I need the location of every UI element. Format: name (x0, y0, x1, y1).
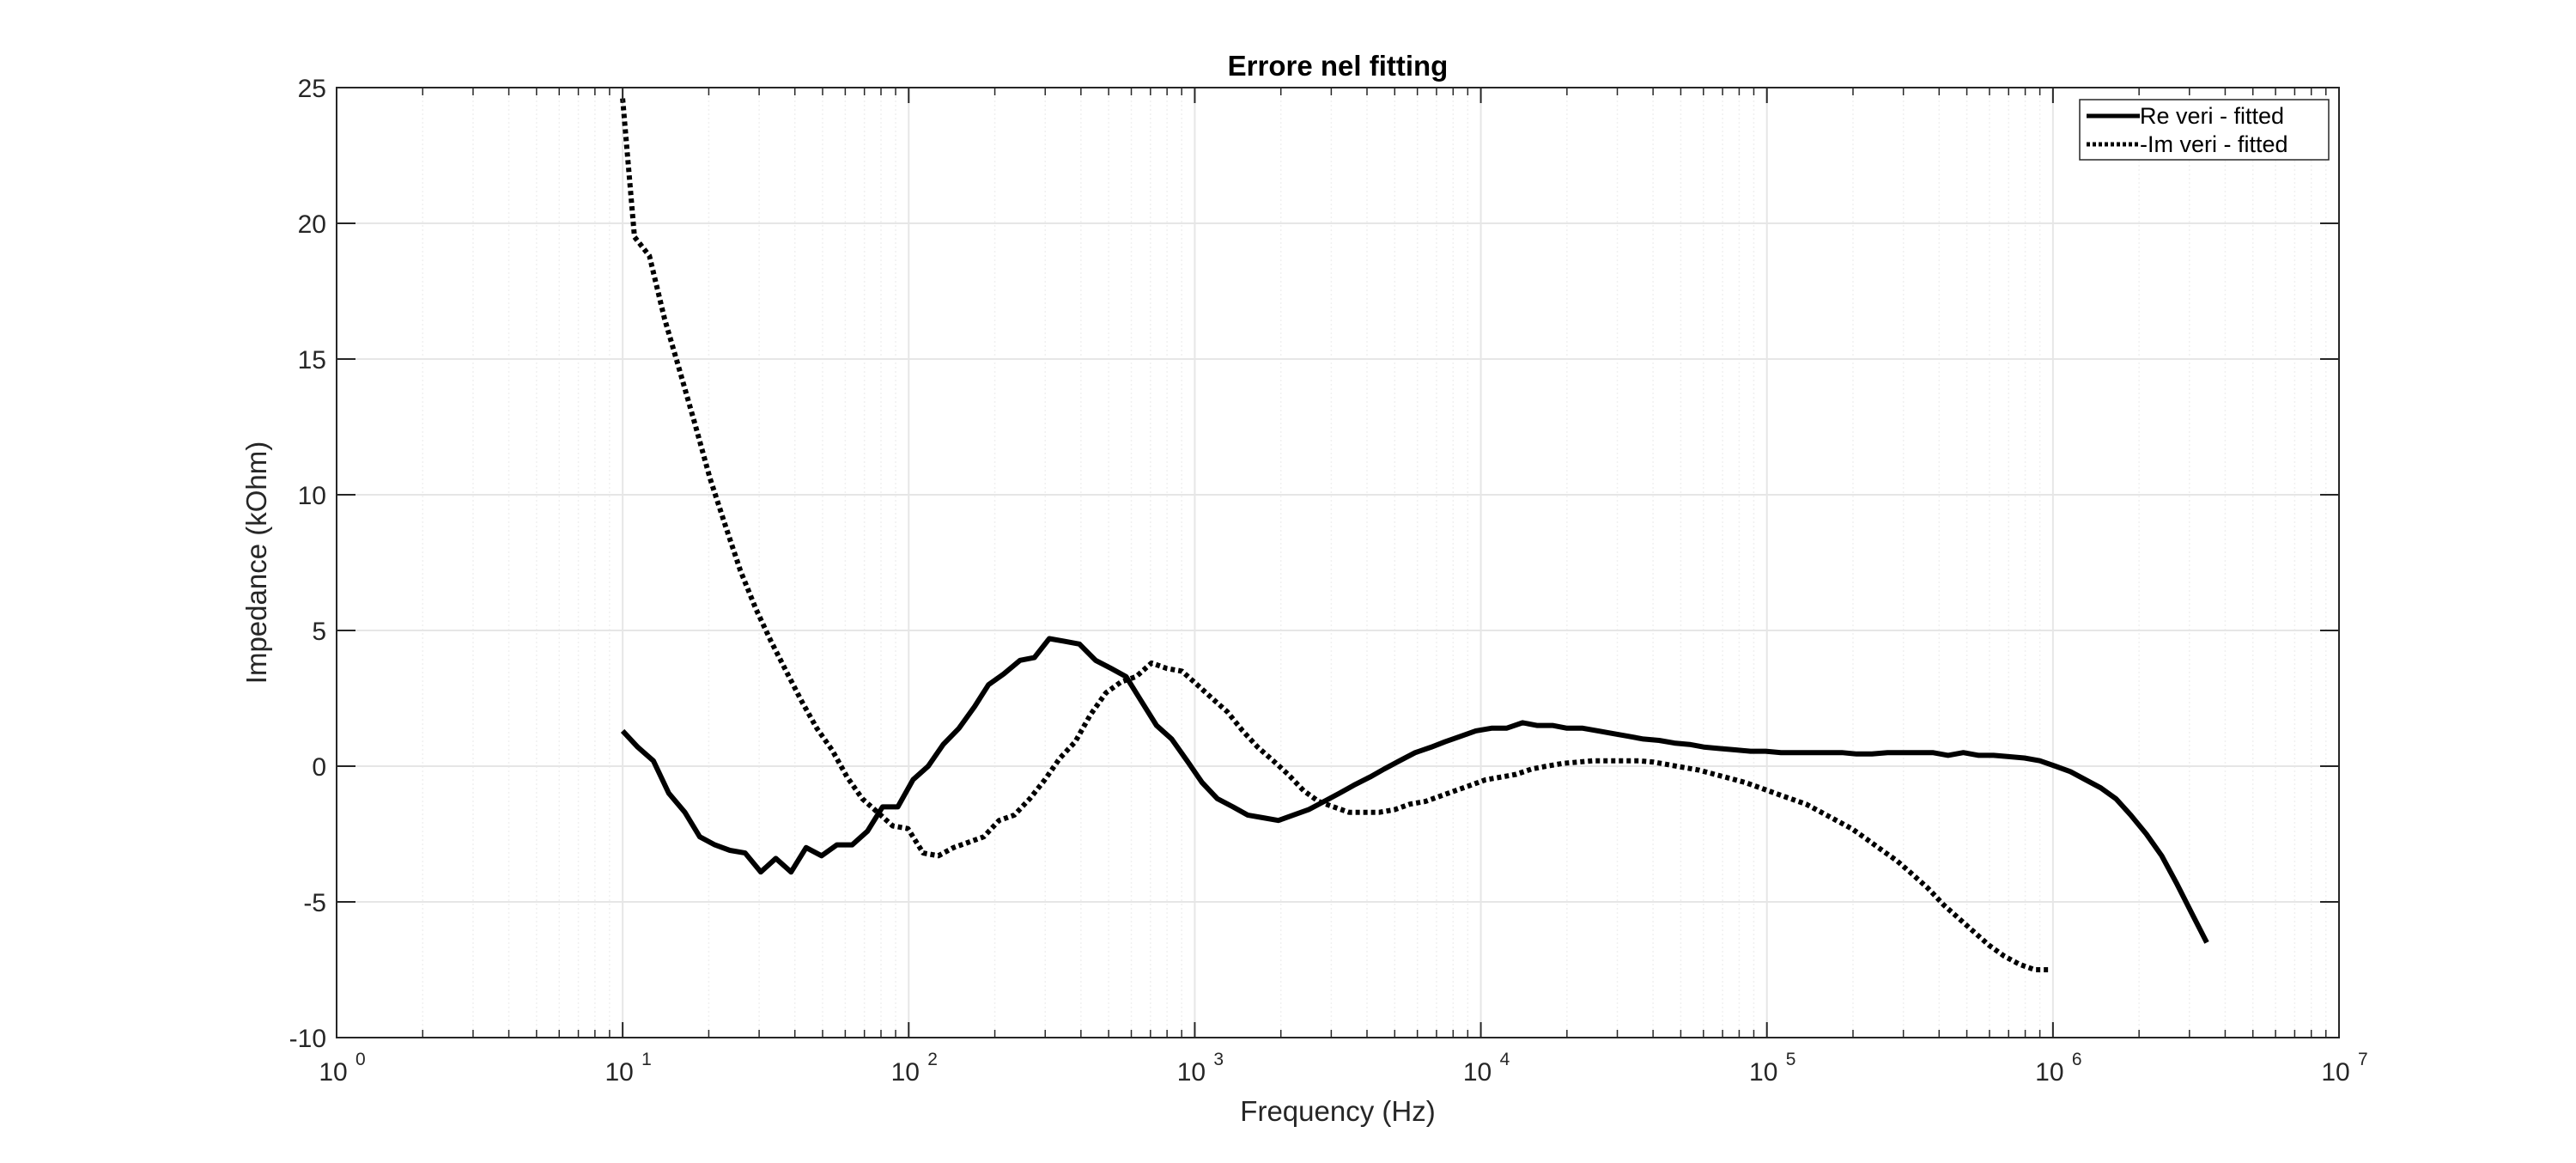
x-tick-exponent: 7 (2358, 1050, 2368, 1069)
y-tick-label: 15 (298, 346, 326, 374)
y-tick-label: 25 (298, 75, 326, 103)
x-tick-exponent: 5 (1786, 1050, 1796, 1069)
x-tick-label: 10 (891, 1058, 920, 1087)
x-tick-label: 10 (1177, 1058, 1206, 1087)
x-tick-exponent: 1 (641, 1050, 652, 1069)
x-tick-label: 10 (319, 1058, 347, 1087)
legend: Re veri - fitted -Im veri - fitted (2079, 99, 2330, 161)
legend-label-re: Re veri - fitted (2140, 103, 2284, 129)
x-tick-exponent: 3 (1213, 1050, 1224, 1069)
y-tick-labels: -10 -5 0 5 10 15 20 25 (289, 75, 326, 1053)
axes-box (336, 87, 2340, 1038)
series-layer (620, 98, 2209, 972)
x-axis-label: Frequency (Hz) (1240, 1095, 1435, 1127)
plot-area (336, 87, 2340, 1038)
y-tick-label: -10 (289, 1025, 326, 1053)
x-tick-labels: 10 0 10 1 10 2 10 3 10 4 10 5 10 6 10 7 (319, 1050, 2367, 1087)
y-axis-label: Impedance (kOhm) (240, 441, 272, 684)
x-tick-exponent: 2 (927, 1050, 938, 1069)
x-tick-label: 10 (1463, 1058, 1492, 1087)
y-tick-label: 10 (298, 482, 326, 510)
legend-label-im: -Im veri - fitted (2140, 131, 2288, 157)
x-tick-label: 10 (605, 1058, 633, 1087)
x-tick-exponent: 6 (2072, 1050, 2082, 1069)
x-tick-label: 10 (2321, 1058, 2349, 1087)
y-tick-label: -5 (303, 889, 326, 917)
minor-grid (422, 88, 2327, 1038)
y-tick-label: 20 (298, 210, 326, 239)
x-tick-label: 10 (1749, 1058, 1777, 1087)
chart-title: Errore nel fitting (1228, 50, 1449, 82)
x-tick-label: 10 (2035, 1058, 2063, 1087)
x-tick-exponent: 0 (355, 1050, 366, 1069)
y-tick-label: 5 (312, 618, 326, 646)
series-line-re (620, 636, 2209, 944)
series-line-im (620, 98, 2050, 972)
y-tick-label: 0 (312, 753, 326, 782)
x-tick-exponent: 4 (1500, 1050, 1510, 1069)
axes-background (337, 88, 2339, 1038)
ticks-layer (336, 87, 2340, 1038)
legend-box (2079, 99, 2330, 161)
